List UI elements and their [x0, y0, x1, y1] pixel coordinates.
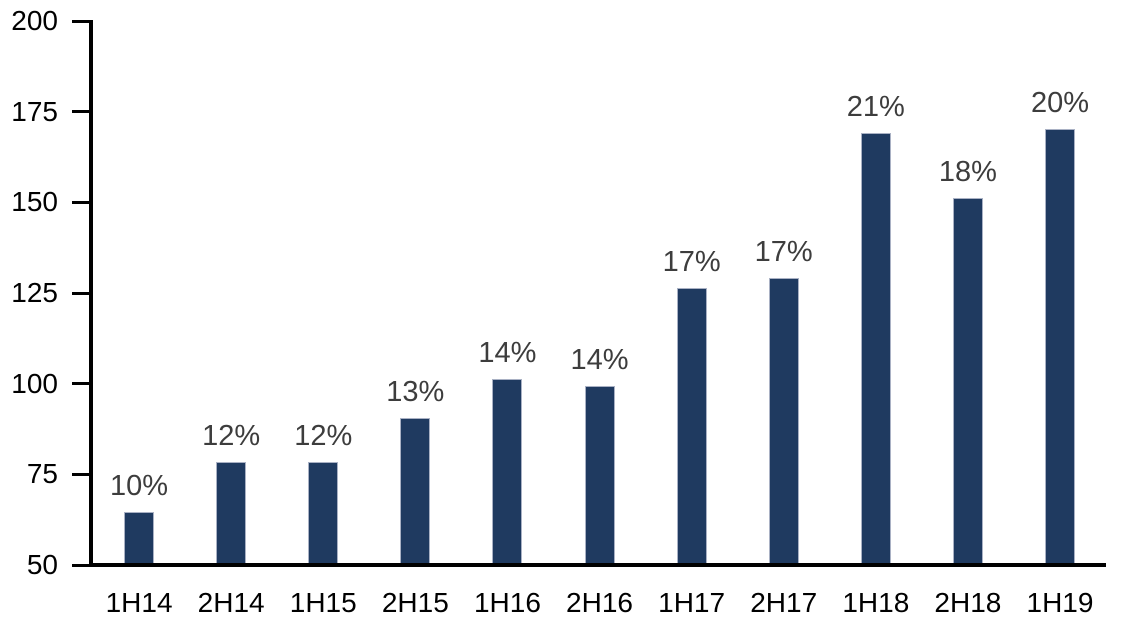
- plot-area: 10% 12% 12% 13% 14% 14% 17% 17% 21% 18% 20%: [93, 21, 1106, 563]
- bar-value-label-2h15: 13%: [386, 376, 445, 409]
- x-axis-labels: 1H14 2H14 1H15 2H15 1H16 2H16 1H17 2H17 1H18 2H18…: [93, 586, 1106, 620]
- bar-value-label-2h18: 18%: [938, 156, 997, 189]
- bar-slot-2h15: 13%: [369, 21, 461, 563]
- bar-value-label-2h17: 17%: [754, 235, 813, 268]
- x-tick-label-2h17: 2H17: [750, 587, 818, 618]
- x-tick-label-2h18: 2H18: [934, 587, 1002, 618]
- x-tick-label-1h16: 1H16: [473, 587, 541, 618]
- x-tick-label-1h14: 1H14: [105, 587, 173, 618]
- bar-1h16: [492, 378, 523, 563]
- y-tick-label-100: 100: [11, 367, 58, 399]
- bar-value-label-1h15: 12%: [294, 419, 353, 452]
- y-tick-label-200: 200: [11, 5, 58, 36]
- bar-2h16: [584, 385, 615, 563]
- bar-value-label-1h16: 14%: [478, 336, 537, 369]
- bar-slot-1h17: 17%: [646, 21, 738, 563]
- bar-slot-1h14: 10%: [93, 21, 185, 563]
- y-tick-125: [72, 291, 89, 295]
- x-tick-label-2h14: 2H14: [197, 587, 265, 618]
- bar-value-label-1h18: 21%: [846, 91, 905, 124]
- bar-value-label-1h19: 20%: [1030, 87, 1090, 120]
- y-tick-100: [72, 382, 89, 386]
- x-tick-label-1h18: 1H18: [842, 587, 910, 618]
- x-axis-line: [89, 563, 1106, 567]
- bar-slot-1h19: 20%: [1014, 21, 1106, 563]
- y-tick-label-175: 175: [11, 95, 58, 127]
- y-tick-label-75: 75: [26, 458, 58, 490]
- y-tick-200: [72, 19, 89, 23]
- bar-slot-1h15: 12%: [277, 21, 369, 563]
- bar-value-label-2h14: 12%: [202, 419, 261, 452]
- bar-1h19: [1044, 129, 1075, 563]
- bar-1h18: [860, 133, 891, 563]
- y-tick-label-150: 150: [11, 186, 58, 218]
- bar-2h15: [400, 418, 431, 563]
- bar-value-label-1h14: 10%: [110, 470, 169, 503]
- y-tick-label-50: 50: [26, 549, 58, 580]
- x-tick-label-1h19: 1H19: [1026, 587, 1094, 618]
- bar-slot-1h18: 21%: [830, 21, 922, 563]
- bar-1h17: [676, 288, 707, 563]
- bar-slot-2h18: 18%: [922, 21, 1014, 563]
- bar-value-label-2h16: 14%: [570, 343, 629, 376]
- y-axis-line: [89, 20, 93, 567]
- bar-slot-2h16: 14%: [553, 21, 645, 563]
- bar-slot-1h16: 14%: [461, 21, 553, 563]
- y-tick-175: [72, 110, 89, 114]
- y-tick-label-125: 125: [11, 277, 58, 308]
- y-tick-75: [72, 472, 89, 476]
- y-tick-50: [72, 563, 89, 567]
- bar-2h14: [216, 461, 247, 563]
- bar-slot-2h14: 12%: [185, 21, 277, 563]
- x-tick-label-2h16: 2H16: [566, 587, 633, 618]
- bar-2h18: [952, 198, 983, 563]
- bar-2h17: [768, 277, 799, 563]
- bar-slot-2h17: 17%: [738, 21, 830, 563]
- bar-value-label-1h17: 17%: [662, 246, 721, 279]
- x-tick-label-1h17: 1H17: [658, 587, 726, 618]
- y-tick-150: [72, 200, 89, 204]
- bar-1h15: [308, 461, 339, 563]
- bar-1h14: [124, 512, 155, 563]
- x-tick-label-2h15: 2H15: [381, 587, 449, 618]
- x-tick-label-1h15: 1H15: [289, 587, 357, 618]
